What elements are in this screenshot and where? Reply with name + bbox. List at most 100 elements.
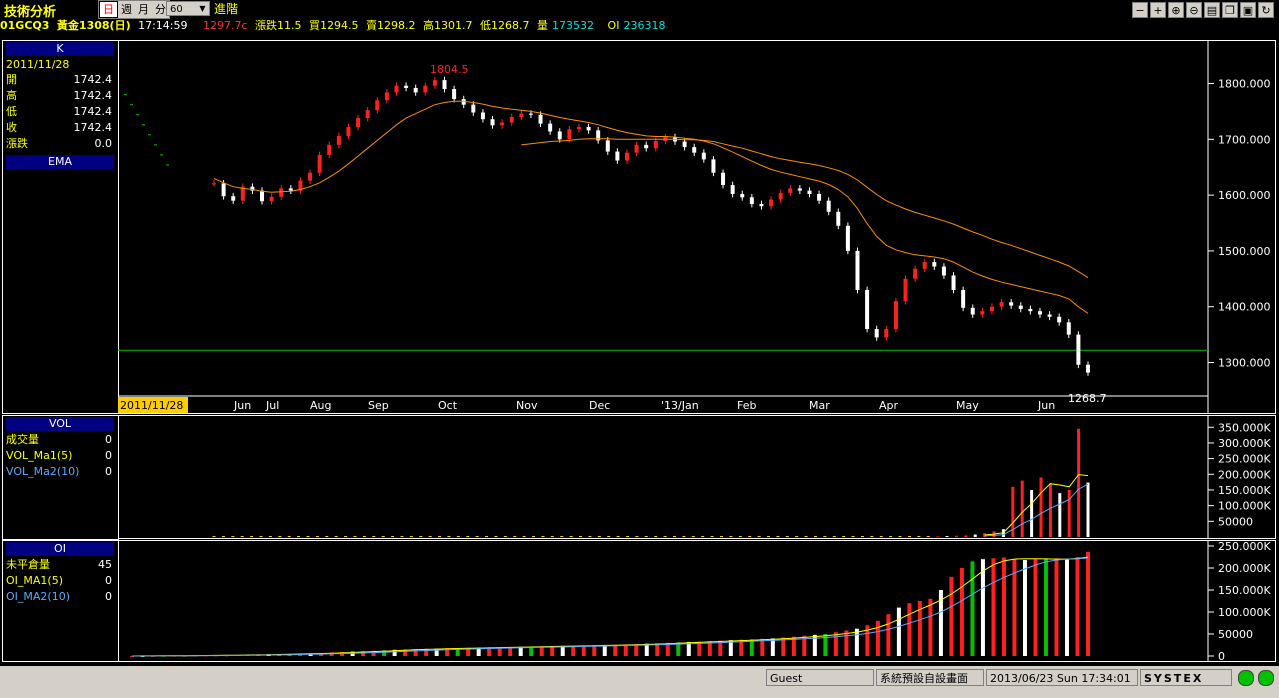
tab-day[interactable]: 日 bbox=[99, 1, 118, 18]
oi-bar bbox=[130, 655, 134, 657]
vol-panel-label[interactable]: VOL bbox=[6, 417, 114, 431]
oi-bar bbox=[1012, 559, 1017, 656]
oi-chart[interactable]: 250.000K 200.000K 150.000K 100.000K 50000 0 bbox=[118, 540, 1276, 662]
candle-body bbox=[817, 193, 822, 201]
copy-icon[interactable]: ❐ bbox=[1222, 2, 1238, 18]
oi-bar bbox=[833, 632, 838, 656]
oi-bar bbox=[1075, 557, 1080, 656]
candle-body bbox=[212, 183, 216, 185]
oi-bar bbox=[991, 558, 996, 656]
k-sidebar-frame bbox=[2, 40, 119, 414]
print-icon[interactable]: ▤ bbox=[1204, 2, 1220, 18]
y-tick-label: 50000 bbox=[1218, 515, 1253, 528]
y-tick-label: 1300.000 bbox=[1218, 357, 1271, 370]
candle-body bbox=[1028, 308, 1033, 312]
ema-label[interactable]: EMA bbox=[6, 155, 114, 169]
advanced-button[interactable]: 進階 bbox=[214, 2, 239, 16]
volume-bar bbox=[738, 536, 742, 537]
volume-bar bbox=[823, 536, 827, 537]
chart-bg bbox=[118, 40, 1276, 414]
volume-bar bbox=[456, 536, 460, 537]
volume-bar bbox=[607, 536, 611, 537]
volume-bar bbox=[400, 536, 404, 537]
y-tick-label: 250.000K bbox=[1218, 540, 1271, 553]
candle-body bbox=[298, 180, 303, 191]
volume-bar bbox=[381, 536, 385, 537]
candle-body bbox=[1009, 302, 1014, 306]
tab-minute[interactable]: 分 bbox=[155, 3, 166, 16]
status-layout[interactable]: 系統預設自設畫面 bbox=[876, 669, 984, 686]
tab-month[interactable]: 月 bbox=[138, 3, 149, 16]
volume-bar bbox=[259, 536, 263, 537]
volume-bar bbox=[503, 536, 507, 537]
volume-bar bbox=[334, 536, 338, 537]
oi-bar bbox=[791, 636, 796, 656]
oi-bar bbox=[781, 637, 786, 656]
oi-bar bbox=[382, 650, 387, 656]
k-low-row: 低 1742.4 bbox=[6, 105, 112, 118]
minus-icon[interactable]: − bbox=[1132, 2, 1148, 18]
candle-body bbox=[1057, 316, 1062, 323]
oi-ma1-row: OI_MA1(5) 0 bbox=[6, 574, 112, 587]
oi-bar bbox=[613, 644, 618, 656]
quote-time: 17:14:59 bbox=[138, 19, 188, 32]
volume-bar bbox=[682, 536, 686, 537]
candle-body bbox=[961, 289, 966, 308]
oi-panel-label[interactable]: OI bbox=[6, 542, 114, 556]
y-tick-label: 300.000K bbox=[1218, 437, 1271, 450]
status-datetime: 2013/06/23 Sun 17:34:01 bbox=[986, 669, 1138, 686]
volume-chart[interactable]: 350.000K 300.000K 250.000K 200.000K 150.000K… bbox=[118, 415, 1276, 539]
volume-bar bbox=[842, 536, 846, 537]
vol-sidebar-frame bbox=[2, 415, 119, 540]
candle-body bbox=[509, 116, 514, 123]
status-bar: Guest 系統預設自設畫面 2013/06/23 Sun 17:34:01 S… bbox=[0, 666, 1279, 698]
oi-bar bbox=[697, 641, 702, 656]
period-select[interactable]: 60 ▼ bbox=[166, 1, 210, 16]
candle-body bbox=[893, 301, 898, 330]
candle-body bbox=[999, 302, 1004, 307]
candle-body bbox=[452, 89, 457, 100]
volume-bar bbox=[870, 536, 874, 537]
oi-bar bbox=[1001, 557, 1006, 656]
k-panel-label[interactable]: K bbox=[6, 42, 114, 56]
candle-body bbox=[874, 329, 879, 338]
plus-icon[interactable]: + bbox=[1150, 2, 1166, 18]
oi-bar bbox=[508, 646, 513, 656]
volume-bar bbox=[494, 536, 498, 537]
candle-body bbox=[884, 329, 889, 338]
save-icon[interactable]: ▣ bbox=[1240, 2, 1256, 18]
zoom-out-icon[interactable]: ⊖ bbox=[1186, 2, 1202, 18]
x-tick-label: Feb bbox=[737, 399, 756, 412]
oi-bar bbox=[854, 628, 859, 656]
volume-bar bbox=[635, 536, 639, 537]
oi-bar bbox=[1022, 560, 1027, 656]
bid: 買1294.5 bbox=[309, 19, 359, 32]
volume-bar bbox=[898, 536, 902, 537]
oi-ma2-row: OI_MA2(10) 0 bbox=[6, 590, 112, 603]
oi-bar bbox=[571, 645, 576, 656]
candle-body bbox=[970, 307, 975, 315]
candle-body bbox=[538, 114, 543, 124]
candle-body bbox=[711, 159, 716, 173]
price-chart[interactable]: 1800.000 1700.000 1600.000 1500.000 1400.000… bbox=[118, 40, 1276, 414]
volume-bar bbox=[569, 536, 573, 537]
y-tick-label: 150.000K bbox=[1218, 584, 1271, 597]
candle-body bbox=[442, 80, 447, 90]
zoom-in-icon[interactable]: ⊕ bbox=[1168, 2, 1184, 18]
candle-body bbox=[989, 306, 994, 312]
volume-bar bbox=[672, 536, 676, 537]
candle-body bbox=[260, 190, 265, 202]
ema-line bbox=[521, 138, 1089, 279]
candle-body bbox=[1018, 305, 1023, 309]
candle-body bbox=[980, 311, 985, 315]
oi-bar bbox=[1054, 558, 1059, 656]
tab-week[interactable]: 週 bbox=[121, 3, 132, 16]
refresh-icon[interactable]: ↻ bbox=[1258, 2, 1274, 18]
y-tick-label: 1400.000 bbox=[1218, 301, 1271, 314]
chart-frame bbox=[118, 40, 1276, 414]
candle-body bbox=[394, 85, 399, 93]
candle-body bbox=[365, 110, 370, 119]
oi-bar bbox=[1043, 558, 1048, 656]
oi-sidebar-frame bbox=[2, 540, 119, 662]
candle-body bbox=[317, 154, 322, 173]
